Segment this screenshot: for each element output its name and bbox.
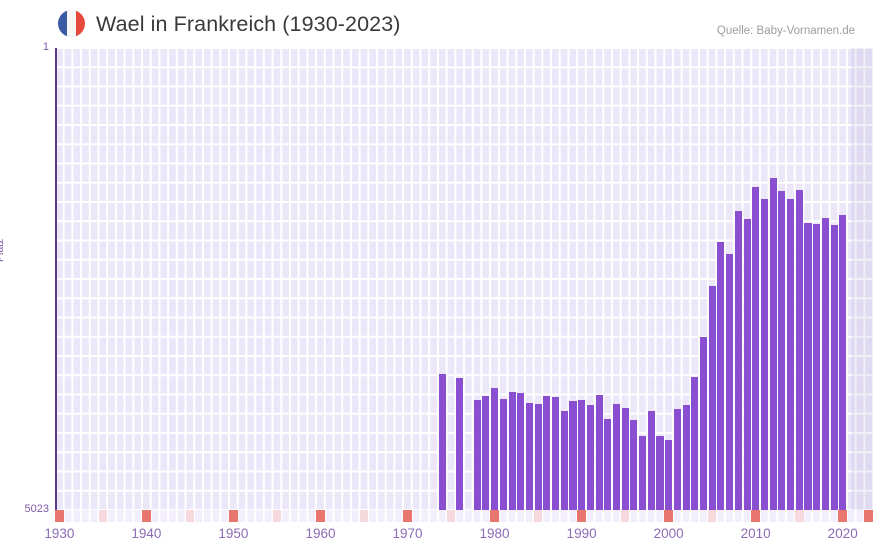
chart-bar: [517, 393, 525, 510]
chart-bar: [456, 377, 464, 510]
chart-bar: [760, 198, 769, 510]
chart-future-shaded-region: [851, 48, 873, 510]
chart-bar: [813, 224, 821, 510]
chart-bar: [534, 404, 542, 510]
chart-bar: [708, 286, 716, 510]
x-axis-tick-label: 1970: [392, 526, 423, 541]
x-axis-major-tick: [577, 510, 586, 522]
chart-bar: [552, 396, 560, 510]
x-axis-major-tick: [664, 510, 673, 522]
chart-bar: [665, 439, 673, 510]
y-axis-tick-bottom: 5023: [24, 503, 49, 515]
chart-bar: [821, 217, 829, 510]
y-axis-title: Platz: [0, 238, 6, 262]
x-axis-minor-tick: [98, 510, 108, 522]
x-axis-tick-label: 2020: [827, 526, 858, 541]
chart-bar: [804, 222, 812, 510]
chart-plot-area: [55, 48, 873, 512]
chart-bar: [752, 186, 760, 510]
x-axis-tick-label: 1930: [44, 526, 75, 541]
chart-bar: [621, 408, 629, 510]
chart-header: Wael in Frankreich (1930-2023) Quelle: B…: [0, 0, 873, 46]
chart-bar: [717, 241, 725, 510]
x-axis-major-tick: [864, 510, 873, 522]
chart-bar: [543, 396, 551, 510]
chart-bars-layer: [55, 48, 873, 510]
source-attribution: Quelle: Baby-Vornamen.de: [716, 25, 855, 37]
x-axis-major-tick: [838, 510, 848, 522]
chart-bar: [639, 436, 647, 510]
x-axis-minor-tick: [707, 510, 717, 522]
x-axis-tick-label: 2010: [740, 526, 771, 541]
x-axis-major-tick: [142, 510, 151, 522]
x-axis-tick-label: 1990: [566, 526, 597, 541]
chart-bar: [499, 398, 507, 510]
chart-bar: [612, 403, 621, 510]
x-axis-major-tick: [490, 510, 499, 522]
chart-bar: [586, 405, 594, 510]
chart-bar: [473, 399, 481, 510]
x-axis-major-tick: [403, 510, 412, 522]
chart-bar: [482, 395, 490, 510]
chart-bar: [726, 253, 734, 510]
x-axis-tick-label: 2000: [653, 526, 684, 541]
chart-bar: [604, 419, 612, 510]
flag-band-blue: [58, 10, 67, 37]
chart-bar: [839, 215, 847, 510]
chart-bar: [569, 400, 577, 510]
x-axis-tick-label: 1980: [479, 526, 510, 541]
x-axis-minor-tick: [272, 510, 282, 522]
x-axis-minor-tick: [620, 510, 630, 522]
chart-bar: [630, 420, 638, 510]
y-axis-line: [55, 48, 57, 510]
chart-bar: [778, 190, 786, 510]
x-axis-minor-tick: [359, 510, 369, 522]
chart-bar: [830, 225, 838, 510]
y-axis-tick-top: 1: [42, 41, 49, 53]
x-axis-major-tick: [751, 510, 760, 522]
x-axis-minor-tick: [446, 510, 456, 522]
x-axis-minor-tick: [794, 510, 804, 522]
chart-bar: [743, 218, 751, 510]
chart-bar: [787, 198, 795, 510]
chart-bar: [438, 373, 446, 510]
flag-band-white: [66, 10, 76, 37]
x-axis-major-tick: [55, 510, 64, 522]
chart-bar: [647, 410, 655, 510]
chart-bar: [560, 410, 568, 510]
chart-bar: [795, 189, 803, 510]
chart-bar: [491, 388, 499, 510]
chart-bar: [595, 394, 603, 510]
x-axis-major-tick: [316, 510, 325, 522]
flag-france-icon: [58, 10, 85, 37]
chart-bar: [691, 377, 699, 510]
chart-bar: [699, 337, 708, 510]
x-axis-major-tick: [229, 510, 238, 522]
chart-bar: [682, 405, 690, 510]
chart-bar: [673, 409, 681, 510]
chart-bar: [508, 391, 516, 510]
chart-bar: [578, 399, 586, 510]
chart-bar: [656, 436, 664, 510]
page-title: Wael in Frankreich (1930-2023): [96, 12, 401, 36]
x-axis-tick-strip: [55, 510, 873, 522]
x-axis-tick-label: 1960: [305, 526, 336, 541]
x-axis-minor-tick: [533, 510, 543, 522]
chart-bar: [734, 210, 742, 510]
flag-band-red: [75, 10, 85, 37]
x-axis-tick-label: 1950: [218, 526, 249, 541]
x-axis-tick-label: 1940: [131, 526, 162, 541]
chart-bar: [525, 403, 533, 510]
x-axis-minor-tick: [185, 510, 195, 522]
chart-bar: [769, 178, 777, 510]
